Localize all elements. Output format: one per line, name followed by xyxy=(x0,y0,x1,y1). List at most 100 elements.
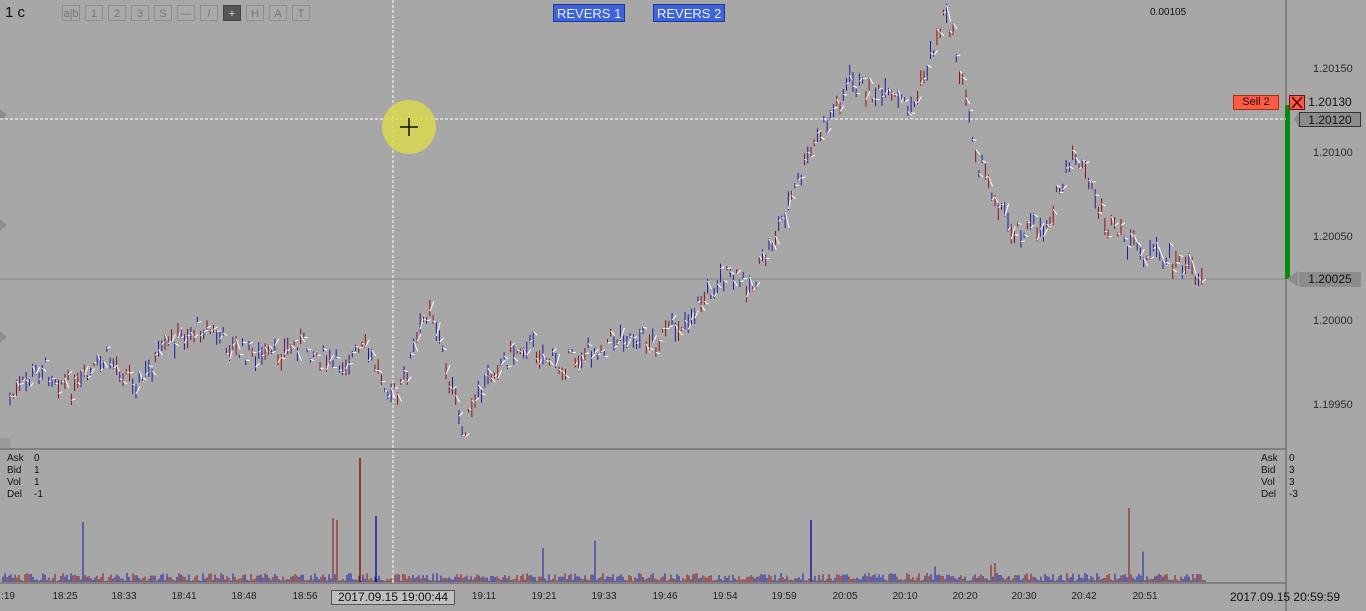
price-tick-mark xyxy=(71,398,76,401)
price-tick-mark xyxy=(907,111,913,116)
left-marker xyxy=(0,109,7,121)
time-tick: :19 xyxy=(1,591,15,602)
price-tick-mark xyxy=(707,280,713,290)
price-tick-mark xyxy=(856,92,861,95)
price-tick-mark xyxy=(771,240,777,250)
price-tick-mark xyxy=(171,334,176,343)
price-tick-mark xyxy=(290,344,296,349)
price-tick-mark xyxy=(652,335,658,343)
price-tick-mark xyxy=(694,309,700,319)
price-tick-mark xyxy=(720,266,725,270)
price-tick-mark xyxy=(600,349,606,353)
price-tick-mark xyxy=(1017,222,1022,226)
price-tick-mark xyxy=(336,356,341,359)
price-tick-mark xyxy=(103,360,109,369)
tool-pencil-button[interactable]: / xyxy=(200,5,218,21)
tool-s-button[interactable]: S xyxy=(154,5,172,21)
close-x-icon[interactable] xyxy=(1289,95,1305,110)
tick-size-label: 0.00105 xyxy=(1150,7,1187,18)
tool-label: 2 xyxy=(113,8,121,20)
price-tick-mark xyxy=(474,397,480,402)
price-tick-mark xyxy=(904,99,909,103)
price-tick-mark xyxy=(513,357,519,362)
price-tick: 1.20150 xyxy=(1313,63,1353,75)
price-tick-mark xyxy=(129,371,134,374)
price-tick-mark xyxy=(584,352,590,355)
price-tick-mark xyxy=(481,392,486,396)
tool-crosshair-button[interactable]: + xyxy=(223,5,241,21)
price-tick-mark xyxy=(487,368,493,375)
price-tick-mark xyxy=(784,211,790,229)
price-tick-mark xyxy=(106,346,112,349)
price-tick-mark xyxy=(1143,257,1149,267)
price-tick-mark xyxy=(1010,226,1016,240)
sell-order-button[interactable]: Sell 2 xyxy=(1233,95,1279,110)
price-tick-mark xyxy=(801,176,806,179)
tool-h-button[interactable]: H xyxy=(246,5,264,21)
price-tick-mark xyxy=(1108,235,1113,238)
price-tick-mark xyxy=(510,342,515,348)
tool-label: 1 xyxy=(90,8,98,20)
revers-1-button[interactable]: REVERS 1 xyxy=(553,4,626,22)
tool-1-button[interactable]: 1 xyxy=(85,5,103,21)
tool-t-button[interactable]: T xyxy=(292,5,310,21)
price-tick-mark xyxy=(1075,157,1081,164)
price-tick-mark xyxy=(911,112,916,114)
price-tick-mark xyxy=(897,89,903,103)
time-tick: 18:56 xyxy=(292,591,318,602)
time-tick: 20:42 xyxy=(1071,591,1097,602)
tool-horizontal-line-button[interactable]: — xyxy=(177,5,195,21)
price-tick-mark xyxy=(1179,254,1184,257)
price-tick-mark xyxy=(645,343,651,354)
tool-text-button[interactable]: a|b xyxy=(62,5,80,21)
price-tick-mark xyxy=(610,330,616,336)
price-tick-mark xyxy=(1127,245,1132,248)
price-tick-mark xyxy=(1033,213,1039,218)
price-tick-mark xyxy=(397,393,403,402)
price-tick-mark xyxy=(626,338,632,347)
price-tick-mark xyxy=(1159,250,1165,260)
price-tick-mark xyxy=(310,358,315,362)
price-tick-mark xyxy=(868,76,874,85)
price-tick: 1.20100 xyxy=(1313,147,1353,159)
tool-3-button[interactable]: 3 xyxy=(131,5,149,21)
price-tick-mark xyxy=(726,267,732,269)
crosshair-price-pointer xyxy=(1294,112,1299,127)
price-tick-mark xyxy=(1124,237,1129,240)
revers-2-button[interactable]: REVERS 2 xyxy=(653,4,726,22)
price-tick-mark xyxy=(122,381,128,385)
price-tick-mark xyxy=(1191,260,1197,275)
price-tick-mark xyxy=(1095,194,1100,196)
price-tick-mark xyxy=(791,195,796,200)
time-tick: 19:21 xyxy=(531,591,557,602)
price-tick-mark xyxy=(349,363,354,365)
price-tick-mark xyxy=(755,281,761,288)
price-tick-mark xyxy=(833,106,838,110)
price-tick-mark xyxy=(736,269,742,275)
timeframe-label[interactable]: 1 c xyxy=(5,4,26,21)
price-tick-mark xyxy=(1101,203,1106,207)
tool-label: a|b xyxy=(63,8,79,20)
tool-a-button[interactable]: A xyxy=(269,5,287,21)
stats-values-left: 0 1 1 -1 xyxy=(34,453,43,500)
price-tick-mark xyxy=(865,91,871,100)
time-tick: 20:51 xyxy=(1132,591,1158,602)
price-tick-mark xyxy=(878,87,883,91)
crosshair-time-label: 2017.09.15 19:00:44 xyxy=(331,590,455,605)
price-tick-mark xyxy=(875,98,880,101)
price-tick-mark xyxy=(439,337,444,343)
price-tick-mark xyxy=(19,382,24,385)
price-tick-mark xyxy=(1039,222,1045,230)
price-tick-mark xyxy=(197,321,202,324)
price-tick-mark xyxy=(700,304,706,312)
price-tick-mark xyxy=(151,370,157,376)
price-tick-mark xyxy=(587,343,593,347)
price-tick-mark xyxy=(988,176,994,187)
price-tick-mark xyxy=(613,345,619,348)
crosshair-icon: + xyxy=(228,8,236,20)
tool-2-button[interactable]: 2 xyxy=(108,5,126,21)
price-tick-mark xyxy=(497,370,503,379)
time-tick: 19:33 xyxy=(591,591,617,602)
last-price-pointer xyxy=(1287,271,1298,287)
